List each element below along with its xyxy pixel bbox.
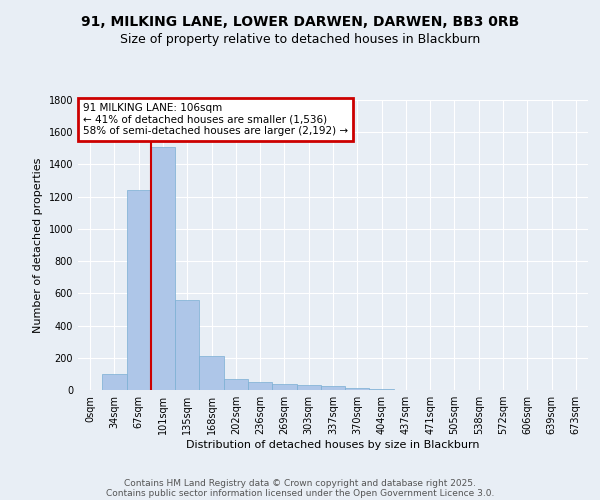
X-axis label: Distribution of detached houses by size in Blackburn: Distribution of detached houses by size … [186,440,480,450]
Text: Contains HM Land Registry data © Crown copyright and database right 2025.: Contains HM Land Registry data © Crown c… [124,478,476,488]
Bar [248,382,272,390]
Bar [175,300,199,390]
Bar [321,386,345,390]
Bar [102,374,127,390]
Bar [199,356,224,390]
Text: Contains public sector information licensed under the Open Government Licence 3.: Contains public sector information licen… [106,488,494,498]
Text: 91 MILKING LANE: 106sqm
← 41% of detached houses are smaller (1,536)
58% of semi: 91 MILKING LANE: 106sqm ← 41% of detache… [83,103,348,136]
Bar [151,146,175,390]
Bar [224,378,248,390]
Bar [370,389,394,390]
Y-axis label: Number of detached properties: Number of detached properties [33,158,43,332]
Text: 91, MILKING LANE, LOWER DARWEN, DARWEN, BB3 0RB: 91, MILKING LANE, LOWER DARWEN, DARWEN, … [81,15,519,29]
Bar [127,190,151,390]
Bar [272,384,296,390]
Bar [345,388,370,390]
Bar [296,385,321,390]
Text: Size of property relative to detached houses in Blackburn: Size of property relative to detached ho… [120,32,480,46]
